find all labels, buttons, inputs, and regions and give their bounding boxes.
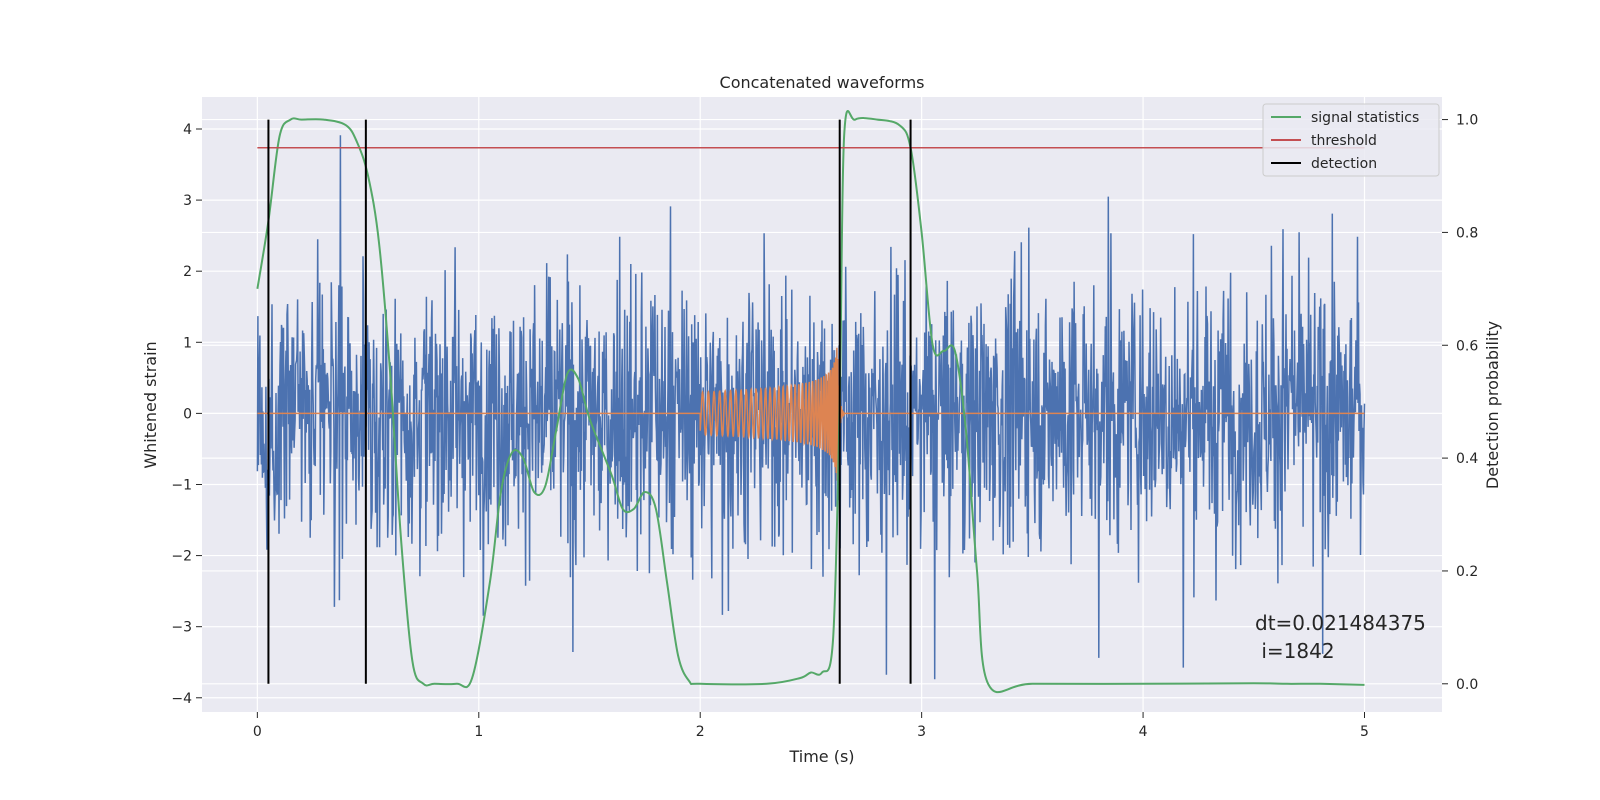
y-tick-label: −2 [171,549,192,565]
x-axis: 0 1 2 3 4 5 [253,712,1369,740]
legend-label-detection: detection [1311,156,1377,172]
y-right-tick-label: 0.0 [1456,677,1478,693]
detection-lines [267,119,912,684]
y-axis-right-label: Detection probability [1483,321,1502,489]
x-tick-label: 4 [1139,724,1148,740]
y-tick-label: 2 [183,264,192,280]
x-axis-label: Time (s) [788,747,854,766]
y-axis-label: Whitened strain [141,341,160,468]
x-tick-label: 0 [253,724,262,740]
legend-box [1262,103,1440,177]
x-tick-label: 3 [917,724,926,740]
y-tick-label: 0 [183,406,192,422]
chart-title: Concatenated waveforms [720,73,925,92]
right-y-axis: 0.0 0.2 0.4 0.6 0.8 1.0 [1442,113,1478,693]
y-tick-label: −1 [171,477,192,493]
left-y-axis: −4 −3 −2 −1 0 1 2 3 4 [171,122,202,707]
x-tick-label: 1 [474,724,483,740]
annotation-index: i=1842 [1255,639,1335,663]
y-right-tick-label: 0.2 [1456,564,1478,580]
legend-label-threshold: threshold [1311,133,1377,149]
injection-line [257,347,1365,481]
annotation-dt: dt=0.021484375 [1255,611,1426,635]
legend-label-statistics: signal statistics [1311,110,1419,126]
y-tick-label: 1 [183,335,192,351]
y-right-tick-label: 0.8 [1456,225,1478,241]
x-tick-label: 2 [696,724,705,740]
y-tick-label: −3 [171,620,192,636]
injection-series [257,347,1365,481]
legend: signal statistics threshold detection [1262,103,1440,177]
y-right-tick-label: 0.6 [1456,338,1478,354]
y-right-tick-label: 0.4 [1456,451,1478,467]
y-tick-label: 3 [183,193,192,209]
y-tick-label: −4 [171,691,192,707]
y-right-tick-label: 1.0 [1456,113,1478,129]
statistics-line [256,110,1365,694]
y-tick-label: 4 [183,122,192,138]
x-tick-label: 5 [1360,724,1369,740]
statistics-series [256,110,1365,694]
